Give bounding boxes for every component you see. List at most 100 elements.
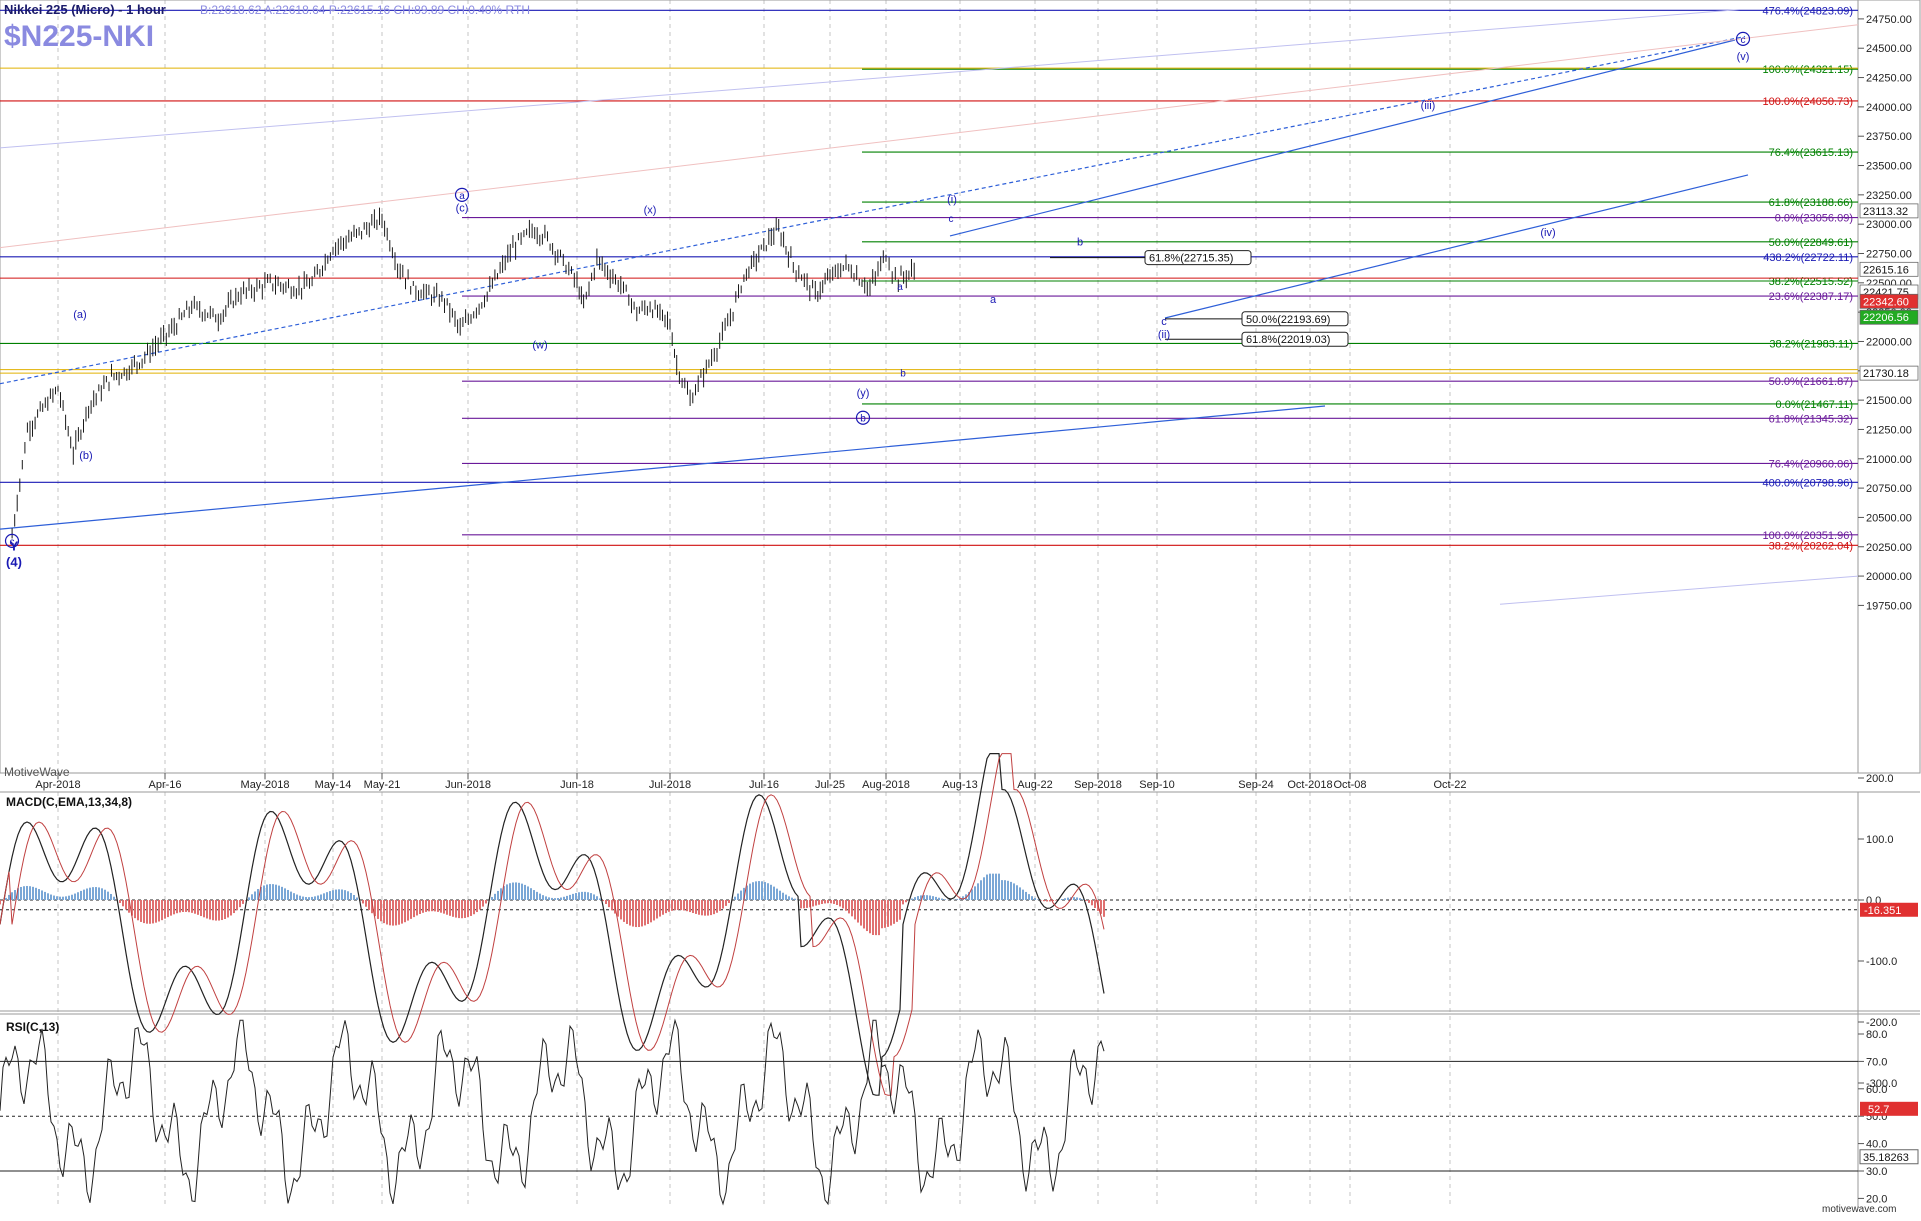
price-box [1859, 293, 1919, 309]
rsi-tick-label: 30.0 [1866, 1166, 1887, 1178]
faint-top-line [0, 9, 1741, 149]
date-tick-label: Oct-22 [1433, 779, 1466, 791]
wave-label: (a) [73, 309, 86, 321]
date-tick-label: Sep-2018 [1074, 779, 1122, 791]
price-tick-label: 23000.00 [1866, 219, 1912, 231]
price-tick-label: 23500.00 [1866, 161, 1912, 173]
price-box-label: 22206.56 [1863, 312, 1909, 324]
instrument-title: Nikkei 225 (Micro) - 1 hour [4, 2, 166, 17]
price-tick-label: 23750.00 [1866, 131, 1912, 143]
price-tick-label: 21500.00 [1866, 395, 1912, 407]
macd-value-label: -16.351 [1864, 905, 1901, 917]
wave-label: b [1077, 236, 1083, 248]
wave-label: (i) [947, 194, 957, 206]
rsi-tick-label: 60.0 [1866, 1084, 1887, 1096]
fib-level-label: 100.0%(24050.73) [1762, 96, 1853, 108]
date-tick-label: May-21 [364, 779, 401, 791]
price-tick-label: 20500.00 [1866, 512, 1912, 524]
date-tick-label: May-2018 [241, 779, 290, 791]
price-tick-label: 21000.00 [1866, 454, 1912, 466]
circled-wave-marker [1735, 31, 1751, 46]
motivewave-watermark: MotiveWave [4, 765, 70, 779]
circled-wave-label: c [1741, 35, 1746, 46]
wave-labels: (a) (b) Y (4) (c) (w) (x) (y) (i) c a b (ii) (iii) (iv… [4, 31, 1751, 570]
date-tick-label: Jun-2018 [445, 779, 491, 791]
dashed-trendline [0, 35, 1746, 385]
wave-label: (y) [857, 388, 870, 400]
axes-layer: 19750.00 20000.00 20250.00 20500.00 20750.00… [35, 14, 1919, 791]
macd-tick-label: -200.0 [1866, 1017, 1897, 1029]
fib-level-label: 76.4%(20960.06) [1769, 458, 1853, 470]
projection-box-label: 50.0%(22193.69) [1246, 314, 1330, 326]
date-tick-label: Aug-13 [942, 779, 977, 791]
price-box-label: 22615.16 [1863, 264, 1909, 276]
fib-level-label: 0.0%(23056.09) [1775, 213, 1853, 225]
fib-level-label: 38.2%(21983.11) [1769, 338, 1853, 350]
upper-channel-line [1164, 174, 1749, 319]
channel-top-line [949, 39, 1736, 237]
wave-label: Y [10, 538, 19, 553]
wave-label-minor: c [949, 214, 954, 225]
price-tick-label: 20750.00 [1866, 483, 1912, 495]
fib-level-label: 38.2%(20262.04) [1769, 540, 1853, 552]
price-tick-label: 24000.00 [1866, 102, 1912, 114]
projection-box-label: 61.8%(22019.03) [1246, 334, 1330, 346]
symbol-watermark: $N225-NKI [4, 20, 154, 53]
macd-value-box [1860, 902, 1918, 917]
rsi-line [0, 1018, 1105, 1206]
grid-layer [57, 0, 1451, 1208]
rsi-value-box [1860, 1101, 1918, 1116]
fib-level-label: 61.8%(21345.32) [1769, 413, 1853, 425]
date-tick-label: Aug-2018 [862, 779, 910, 791]
date-tick-label: Jul-2018 [649, 779, 691, 791]
fib-level-label: 50.0%(21661.87) [1769, 376, 1853, 388]
circled-wave-marker [855, 410, 871, 425]
projection-box-label: 61.8%(22715.35) [1149, 253, 1233, 265]
circled-wave-marker [454, 187, 470, 202]
wave-label: c [1161, 316, 1167, 328]
fib-level-label: 61.8%(23188.66) [1769, 197, 1853, 209]
faint-pink-line [0, 24, 1859, 249]
wave-label: (c) [456, 202, 469, 214]
rsi-tick-label: 40.0 [1866, 1139, 1887, 1151]
wave-label: (iii) [1421, 100, 1436, 112]
date-tick-label: May-14 [315, 779, 352, 791]
lower-channel-line [0, 405, 1326, 530]
price-series [11, 207, 915, 539]
wave-label: a [990, 294, 997, 306]
wave-label: (v) [1737, 51, 1750, 63]
date-tick-label: Sep-10 [1139, 779, 1174, 791]
price-tick-label: 24750.00 [1866, 14, 1912, 26]
price-tick-label: 24250.00 [1866, 73, 1912, 85]
fib-levels: 476.4%(24823.09) 100.0%(24321.15) 100.0%(2… [0, 5, 1858, 552]
date-tick-label: Jul-25 [815, 779, 845, 791]
fib-level-label: 0.0%(21467.11) [1776, 399, 1853, 411]
wave-label: (iv) [1540, 227, 1555, 239]
rsi-title: RSI(C,13) [6, 1020, 59, 1034]
fib-level-label: 100.0%(24321.15) [1762, 64, 1853, 76]
date-tick-label: Oct-08 [1333, 779, 1366, 791]
macd-signal-line [0, 753, 1105, 1096]
footer-site: motivewave.com [1822, 1204, 1896, 1215]
price-tick-label: 24500.00 [1866, 43, 1912, 55]
date-tick-label: Jun-18 [560, 779, 594, 791]
fib-level-label: 400.0%(20798.96) [1762, 477, 1853, 489]
wave-label-minor: b [900, 369, 906, 380]
rsi-avg-label: 35.18263 [1863, 1152, 1909, 1164]
date-tick-label: Sep-24 [1238, 779, 1273, 791]
date-tick-label: Aug-22 [1017, 779, 1052, 791]
wave-label: (4) [6, 555, 22, 570]
macd-tick-label: 200.0 [1866, 773, 1894, 785]
rsi-value-label: 52.7 [1868, 1104, 1889, 1116]
fib-level-label: 76.4%(23615.13) [1769, 147, 1853, 159]
trendlines [0, 9, 1859, 605]
fib-level-label: 476.4%(24823.09) [1762, 5, 1853, 17]
price-tick-label: 19750.00 [1866, 600, 1912, 612]
fib-level-label: 50.0%(22849.61) [1769, 237, 1853, 249]
wave-label-minor: a [897, 282, 903, 293]
wave-label: (w) [532, 340, 547, 352]
circled-wave-label: a [459, 191, 465, 202]
price-tick-label: 23250.00 [1866, 190, 1912, 202]
